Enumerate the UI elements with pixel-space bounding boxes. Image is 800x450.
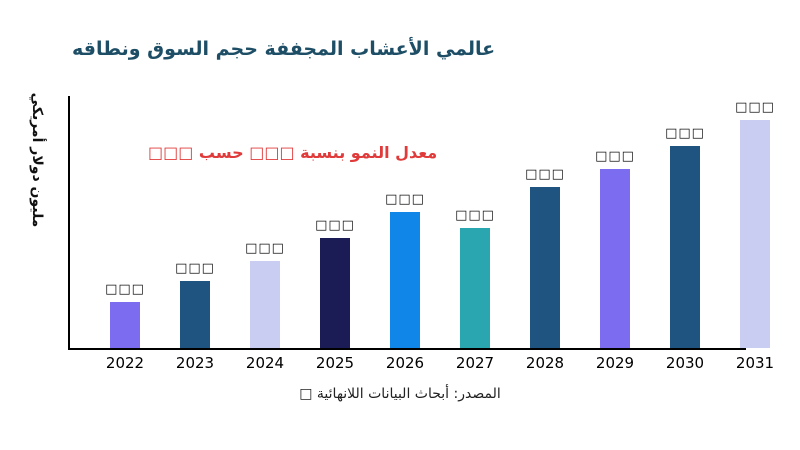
bar-column-2022: □□□ bbox=[90, 282, 160, 348]
bar-column-2030: □□□ bbox=[650, 126, 720, 348]
plot-area bbox=[68, 96, 746, 350]
x-tick-2029: 2029 bbox=[595, 354, 635, 372]
bar-value-label-2027: □□□ bbox=[455, 208, 495, 223]
x-tick-2023: 2023 bbox=[175, 354, 215, 372]
x-tick-2025: 2025 bbox=[315, 354, 355, 372]
bar-column-2028: □□□ bbox=[510, 167, 580, 348]
bar-value-label-2026: □□□ bbox=[385, 192, 425, 207]
bar-value-label-2029: □□□ bbox=[595, 149, 635, 164]
bar-2025 bbox=[320, 238, 350, 348]
bars-container: □□□ □□□ □□□ □□□ □□□ □□□ □□□ □□□ □□□ □□□ bbox=[90, 96, 790, 348]
bar-2028 bbox=[530, 187, 560, 348]
bar-2029 bbox=[600, 169, 630, 348]
bar-2024 bbox=[250, 261, 280, 348]
bar-value-label-2028: □□□ bbox=[525, 167, 565, 182]
bar-2030 bbox=[670, 146, 700, 348]
growth-rate-annotation: معدل النمو بنسبة □□□ حسب □□□ bbox=[148, 143, 438, 162]
bar-value-label-2022: □□□ bbox=[105, 282, 145, 297]
bar-column-2023: □□□ bbox=[160, 261, 230, 348]
x-tick-2027: 2027 bbox=[455, 354, 495, 372]
bar-column-2025: □□□ bbox=[300, 218, 370, 348]
bar-value-label-2031: □□□ bbox=[735, 100, 775, 115]
bar-value-label-2024: □□□ bbox=[245, 241, 285, 256]
bar-2026 bbox=[390, 212, 420, 348]
bar-value-label-2023: □□□ bbox=[175, 261, 215, 276]
bar-2027 bbox=[460, 228, 490, 348]
x-tick-2028: 2028 bbox=[525, 354, 565, 372]
x-tick-2024: 2024 bbox=[245, 354, 285, 372]
source-note: المصدر: أبحاث البيانات اللانهائية □ bbox=[299, 386, 501, 402]
x-axis-labels: 2022 2023 2024 2025 2026 2027 2028 2029 2030 2031 bbox=[90, 354, 790, 372]
x-tick-2026: 2026 bbox=[385, 354, 425, 372]
bar-column-2026: □□□ bbox=[370, 192, 440, 348]
x-tick-2031: 2031 bbox=[735, 354, 775, 372]
chart-title: عالمي الأعشاب المجففة حجم السوق ونطاقه bbox=[72, 38, 496, 60]
bar-column-2027: □□□ bbox=[440, 208, 510, 348]
bar-column-2031: □□□ bbox=[720, 100, 790, 348]
x-tick-2030: 2030 bbox=[665, 354, 705, 372]
bar-2023 bbox=[180, 281, 210, 348]
bar-2031 bbox=[740, 120, 770, 348]
y-axis-label: مليون دولار أمريكي bbox=[29, 92, 45, 228]
bar-value-label-2025: □□□ bbox=[315, 218, 355, 233]
bar-2022 bbox=[110, 302, 140, 348]
bar-column-2029: □□□ bbox=[580, 149, 650, 348]
bar-value-label-2030: □□□ bbox=[665, 126, 705, 141]
bar-column-2024: □□□ bbox=[230, 241, 300, 348]
x-tick-2022: 2022 bbox=[105, 354, 145, 372]
